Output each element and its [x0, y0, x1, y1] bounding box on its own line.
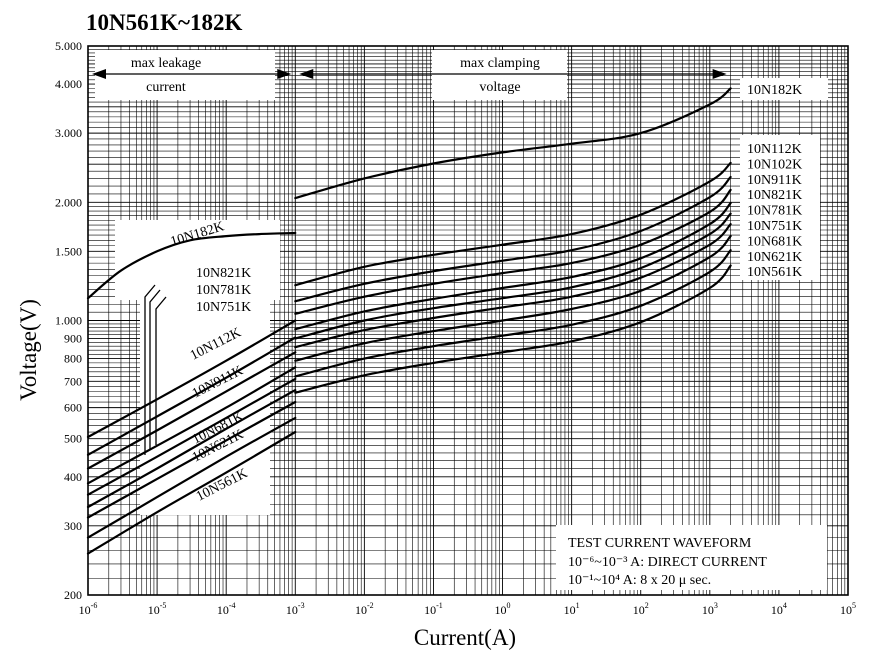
leakage-caption-mask	[95, 50, 275, 100]
curve-10n751k-clamping	[294, 223, 732, 349]
curve-10n681k-clamping	[294, 235, 732, 362]
curve-label-10n781k: 10N781K	[747, 204, 802, 219]
x-tick-label: 100	[495, 601, 511, 617]
region-caption-line2: voltage	[479, 80, 520, 95]
y-tick-label: 200	[64, 588, 82, 602]
curve-10n911k-leakage	[86, 351, 297, 470]
region-caption-line2: current	[146, 80, 186, 95]
curve-10n102k-leakage	[86, 336, 297, 456]
curve-label-10n112k: 10N112K	[747, 142, 802, 157]
top-right-label-mask	[740, 78, 828, 100]
region-caption-line1: max leakage	[131, 56, 201, 71]
y-tick-label: 5.000	[55, 39, 82, 53]
x-tick-label: 10-1	[424, 601, 443, 617]
curve-label-10n621k: 10N621K	[747, 250, 802, 265]
curve-10n182k-clamping	[294, 87, 732, 200]
curve-label-10n821k: 10N821K	[196, 266, 251, 281]
region-caption-line1: max clamping	[460, 56, 540, 71]
curve-label-10n751k: 10N751K	[196, 300, 251, 315]
x-tick-label: 10-5	[148, 601, 167, 617]
y-tick-label: 1.000	[55, 314, 82, 328]
y-tick-label: 4.000	[55, 77, 82, 91]
y-tick-label: 2.000	[55, 195, 82, 209]
x-tick-label: 104	[771, 601, 787, 617]
curve-10n911k-clamping	[294, 188, 732, 315]
label-leader-line	[155, 296, 167, 445]
note-title: TEST CURRENT WAVEFORM	[568, 536, 752, 551]
waveform-note-mask	[556, 525, 827, 590]
right-labels-mask	[740, 135, 820, 280]
lower-left-label-mask	[140, 300, 270, 515]
curve-label-10n911k: 10N911K	[747, 173, 802, 188]
x-tick-label: 103	[702, 601, 718, 617]
arrow-right-head	[277, 69, 292, 79]
curve-label-10n561k: 10N561K	[747, 265, 802, 280]
curve-label-10n102k: 10N102K	[747, 157, 802, 172]
curve-10n112k-clamping	[294, 161, 732, 287]
chart-title: 10N561K~182K	[86, 10, 242, 35]
y-tick-label: 300	[64, 519, 82, 533]
plot-frame	[87, 45, 849, 596]
x-tick-label: 105	[840, 601, 856, 617]
arrow-right-head	[712, 69, 727, 79]
label-masks	[95, 50, 828, 590]
curve-label-10n681k: 10N681K	[747, 234, 802, 249]
y-tick-label: 400	[64, 470, 82, 484]
note-line2: 10⁻¹~10⁴ A: 8 x 20 μ sec.	[568, 573, 711, 588]
curve-10n781k-clamping	[294, 212, 732, 340]
note-line1: 10⁻⁶~10⁻³ A: DIRECT CURRENT	[568, 555, 767, 570]
y-axis-label: Voltage(V)	[16, 299, 41, 401]
curve-10n821k-clamping	[294, 202, 732, 331]
curve-10n102k-clamping	[294, 175, 732, 303]
curve-10n681k-leakage	[86, 400, 297, 519]
y-tick-label: 900	[64, 331, 82, 345]
y-tick-label: 500	[64, 432, 82, 446]
x-tick-label: 102	[633, 601, 649, 617]
label-leader-line	[144, 284, 156, 455]
y-tick-labels: 200 300 400 500 600 700 800 900 1.000 1.500 2.000 3…	[55, 39, 82, 602]
y-tick-label: 700	[64, 374, 82, 388]
arrow-left-head	[299, 69, 314, 79]
x-tick-label: 10-6	[79, 601, 98, 617]
curve-10n112k-leakage	[86, 319, 297, 439]
y-tick-label: 3.000	[55, 126, 82, 140]
x-tick-label: 10-2	[355, 601, 374, 617]
curve-label-10n751k: 10N751K	[747, 219, 802, 234]
curve-10n561k-leakage	[86, 430, 297, 555]
curve-10n751k-leakage	[86, 389, 297, 509]
x-tick-label: 10-3	[286, 601, 305, 617]
y-tick-label: 1.500	[55, 244, 82, 258]
curve-label-10n821k: 10N821K	[747, 188, 802, 203]
arrow-left-head	[92, 69, 106, 79]
test-waveform-note: TEST CURRENT WAVEFORM 10⁻⁶~10⁻³ A: DIRECT…	[568, 536, 767, 588]
curve-label-10n182k: 10N182K	[747, 83, 802, 98]
curve-10n781k-leakage	[86, 377, 297, 496]
x-axis-label: Current(A)	[414, 625, 516, 650]
y-tick-label: 600	[64, 401, 82, 415]
label-leader-line	[149, 289, 161, 450]
curve-10n621k-clamping	[294, 249, 732, 378]
curve-10n561k-clamping	[294, 264, 732, 394]
y-tick-label: 800	[64, 352, 82, 366]
curve-10n182k-leakage	[86, 231, 297, 300]
curves	[86, 87, 732, 555]
x-tick-labels: 10-6 10-5 10-4 10-3 10-2 10-1 100 101 102 103 104 1…	[79, 601, 856, 617]
region-markers: max leakage current max clamping voltage	[92, 56, 727, 95]
curve-label-10n781k: 10N781K	[196, 283, 251, 298]
curve-10n621k-leakage	[86, 416, 297, 539]
x-tick-label: 10-4	[217, 601, 236, 617]
curve-10n821k-leakage	[86, 366, 297, 485]
clamping-caption-mask	[432, 50, 567, 100]
x-tick-label: 101	[564, 601, 580, 617]
